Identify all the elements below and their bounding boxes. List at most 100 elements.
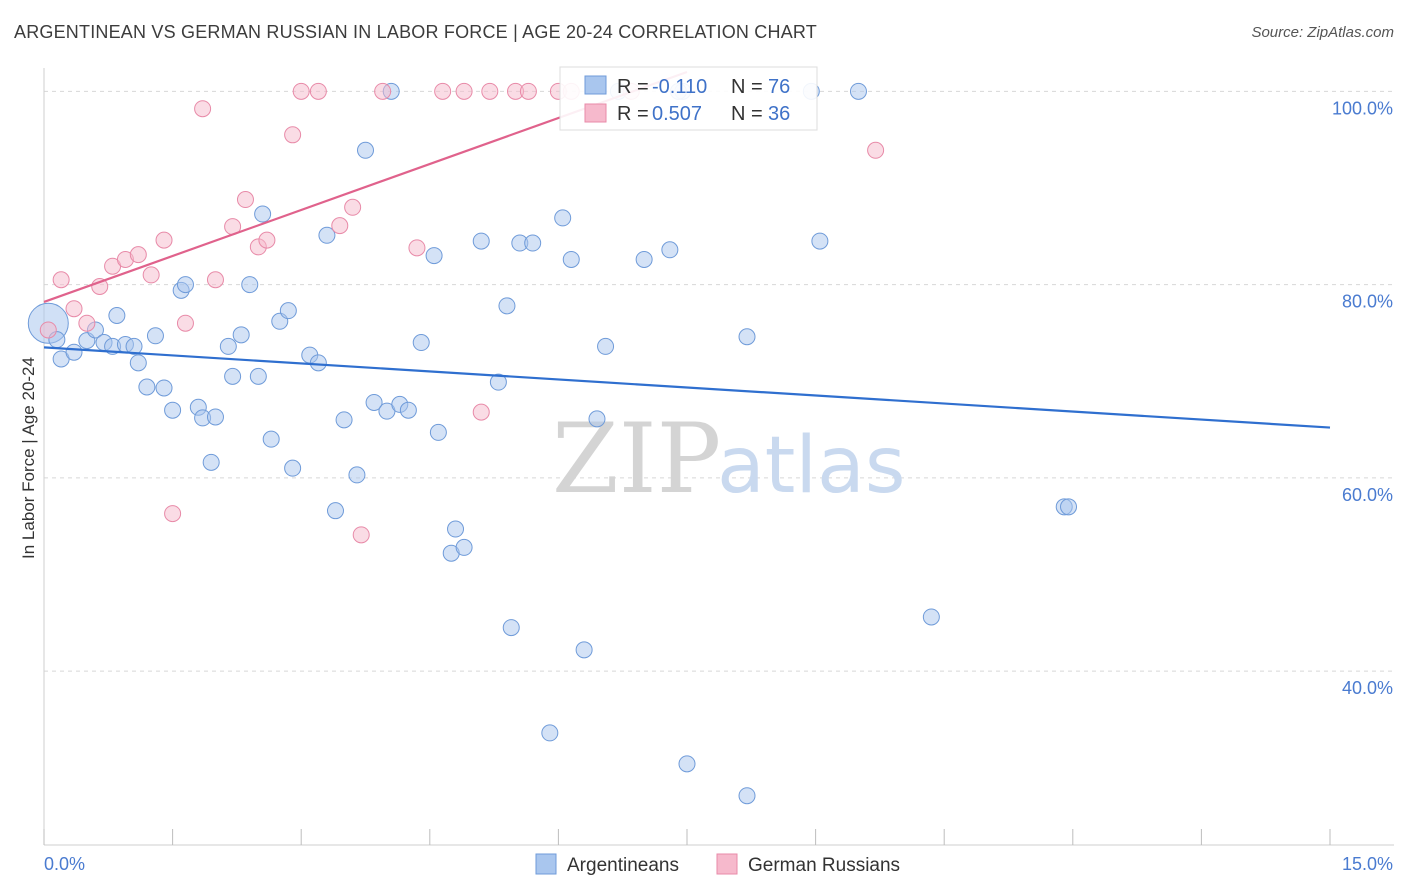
legend-r-value-2: 0.507	[652, 103, 702, 125]
axes	[43, 68, 1394, 846]
watermark: ZIP atlas	[552, 403, 906, 515]
y-tick-label-2: 80.0%	[1342, 292, 1393, 312]
argentinean-point-39	[365, 393, 383, 411]
german-russian-point-3	[78, 314, 96, 332]
argentinean-point-57	[554, 209, 572, 227]
argentinean-point-15	[164, 401, 182, 419]
german-russian-point-25	[408, 239, 426, 257]
german-russian-point-22	[344, 198, 362, 216]
argentinean-point-14	[155, 379, 173, 397]
german-russian-point-7	[129, 246, 147, 264]
argentinean-point-53	[502, 619, 520, 637]
argentinean-point-55	[524, 234, 542, 252]
bottom-legend-swatch-german-russians	[716, 853, 738, 875]
legend-r-value-1: -0.110	[652, 76, 707, 98]
argentinean-point-67	[738, 787, 756, 805]
chart-title: ARGENTINEAN VS GERMAN RUSSIAN IN LABOR F…	[14, 22, 817, 42]
argentinean-point-3	[65, 343, 83, 361]
argentinean-point-22	[219, 337, 237, 355]
argentinean-point-23	[224, 367, 242, 385]
legend-n-value-2: 36	[768, 103, 790, 125]
tick-labels: 40.0% 60.0% 80.0% 100.0% 0.0% 15.0%	[44, 98, 1393, 874]
y-tick-label-1: 60.0%	[1342, 485, 1393, 505]
german-russian-point-1	[52, 271, 70, 289]
german-russian-point-21	[331, 217, 349, 235]
argentinean-point-56	[541, 724, 559, 742]
german-russian-point-10	[164, 505, 182, 523]
argentinean-point-62	[635, 250, 653, 268]
argentinean-point-27	[254, 205, 272, 223]
argentinean-point-45	[425, 247, 443, 265]
argentinean-point-25	[241, 276, 259, 294]
argentinean-point-35	[326, 502, 344, 520]
german-russian-point-13	[206, 271, 224, 289]
argentinean-point-12	[138, 378, 156, 396]
german-russian-point-29	[481, 82, 499, 100]
series-legend: Argentineans German Russians	[535, 853, 900, 876]
argentinean-point-30	[279, 302, 297, 320]
argentinean-point-46	[429, 423, 447, 441]
german-russian-point-24	[374, 82, 392, 100]
german-russian-point-0	[39, 321, 57, 339]
german-russian-point-15	[236, 191, 254, 209]
argentinean-point-63	[661, 241, 679, 259]
argentinean-point-34	[318, 226, 336, 244]
argentinean-point-28	[262, 430, 280, 448]
argentinean-point-36	[335, 411, 353, 429]
argentinean-point-20	[202, 453, 220, 471]
watermark-atlas: atlas	[717, 421, 906, 511]
bottom-legend-swatch-argentineans	[535, 853, 557, 875]
y-axis-label: In Labor Force | Age 20-24	[19, 357, 38, 559]
argentinean-point-66	[738, 328, 756, 346]
german-russian-point-23	[352, 526, 370, 544]
argentinean-point-33	[309, 354, 327, 372]
legend-swatch-argentineans	[584, 75, 607, 95]
german-russian-point-19	[292, 82, 310, 100]
german-russian-point-31	[519, 82, 537, 100]
legend-n-value-1: 76	[768, 76, 790, 98]
german-russian-point-11	[176, 314, 194, 332]
argentineans-trend-line	[43, 346, 1331, 429]
argentinean-point-48	[447, 520, 465, 538]
argentinean-point-70	[849, 82, 867, 100]
german-russian-point-8	[142, 266, 160, 284]
argentinean-point-31	[284, 459, 302, 477]
argentinean-point-26	[249, 367, 267, 385]
stats-legend: R = -0.110 N = 76 R = 0.507 N = 36	[559, 66, 818, 131]
argentinean-point-71	[922, 608, 940, 626]
argentinean-point-9	[108, 306, 126, 324]
legend-r-label-1: R =	[617, 76, 649, 98]
german-russian-point-12	[194, 100, 212, 118]
argentinean-point-51	[489, 373, 507, 391]
argentinean-point-49	[455, 538, 473, 556]
bottom-legend-label-german-russians: German Russians	[748, 855, 900, 876]
german-russian-point-28	[472, 403, 490, 421]
legend-n-label-1: N =	[731, 76, 763, 98]
argentinean-point-10	[125, 337, 143, 355]
argentinean-point-13	[146, 327, 164, 345]
y-tick-label-3: 100.0%	[1332, 98, 1393, 118]
source-credit: Source: ZipAtlas.com	[1251, 24, 1394, 41]
legend-swatch-german-russians	[584, 103, 607, 123]
argentinean-point-17	[176, 276, 194, 294]
x-tick-label-1: 15.0%	[1342, 854, 1393, 874]
german-russian-point-20	[309, 82, 327, 100]
legend-r-label-2: R =	[617, 103, 649, 125]
german-russian-point-9	[155, 231, 173, 249]
argentinean-point-50	[472, 232, 490, 250]
argentinean-point-21	[206, 408, 224, 426]
argentinean-point-69	[811, 232, 829, 250]
x-tick-label-0: 0.0%	[44, 854, 85, 874]
argentinean-point-24	[232, 326, 250, 344]
argentinean-point-60	[588, 410, 606, 428]
argentinean-point-43	[399, 401, 417, 419]
argentinean-point-73	[1060, 498, 1078, 516]
german-russian-point-17	[258, 231, 276, 249]
german-russian-point-35	[867, 141, 885, 159]
german-russian-point-27	[455, 82, 473, 100]
bottom-legend-label-argentineans: Argentineans	[567, 855, 679, 876]
argentinean-point-52	[498, 297, 516, 315]
argentinean-point-37	[348, 466, 366, 484]
watermark-zip: ZIP	[552, 403, 721, 515]
